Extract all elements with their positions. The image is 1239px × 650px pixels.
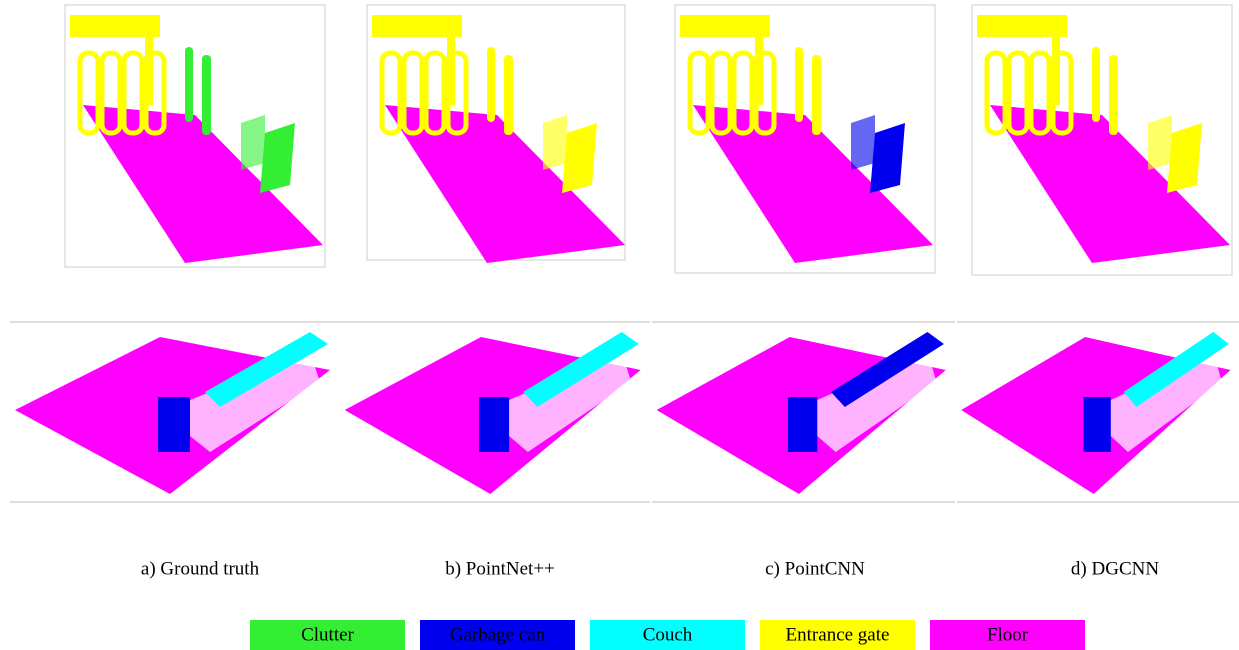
gate-arch bbox=[1028, 50, 1052, 136]
gate-arch bbox=[1006, 50, 1030, 136]
gate-arch bbox=[445, 50, 469, 136]
gate-post bbox=[145, 25, 153, 105]
white-stripes bbox=[789, 352, 937, 452]
panel-cloud bbox=[851, 115, 875, 170]
caption: d) DGCNN bbox=[1071, 558, 1159, 579]
legend-swatch bbox=[590, 620, 745, 650]
pole bbox=[1092, 47, 1100, 122]
caption: a) Ground truth bbox=[141, 558, 260, 579]
floor-cloud bbox=[385, 105, 625, 263]
gate-bar bbox=[977, 15, 1067, 37]
gate-arch bbox=[753, 50, 777, 136]
white-stripes bbox=[160, 352, 320, 452]
bottom-view bbox=[340, 321, 650, 503]
couch-cloud bbox=[205, 332, 328, 407]
top-view bbox=[674, 4, 936, 274]
gate-arch bbox=[1050, 50, 1074, 136]
caption: b) PointNet++ bbox=[445, 558, 555, 579]
gate-arch bbox=[687, 50, 711, 136]
gate-bar bbox=[70, 15, 160, 37]
pole bbox=[504, 55, 513, 135]
panel-cloud bbox=[870, 123, 905, 193]
panel-cloud bbox=[1167, 123, 1202, 193]
garbage-can bbox=[158, 397, 190, 452]
panel-cloud bbox=[241, 115, 265, 170]
pole bbox=[185, 47, 193, 122]
top-view bbox=[971, 4, 1233, 276]
gate-arch bbox=[984, 50, 1008, 136]
white-stripes bbox=[1085, 352, 1222, 452]
panel-cloud bbox=[543, 115, 567, 170]
pole bbox=[202, 55, 211, 135]
top-view bbox=[64, 4, 326, 268]
panel-cloud bbox=[260, 123, 295, 193]
gate-arch bbox=[401, 50, 425, 136]
legend-swatch bbox=[420, 620, 575, 650]
floor-cloud bbox=[990, 105, 1230, 263]
gate-post bbox=[755, 25, 763, 105]
bottom-view bbox=[957, 321, 1239, 503]
gate-arch bbox=[423, 50, 447, 136]
legend-swatch bbox=[250, 620, 405, 650]
legend-label: Clutter bbox=[301, 624, 354, 645]
pole bbox=[487, 47, 495, 122]
gate-post bbox=[447, 25, 455, 105]
bottom-view bbox=[652, 321, 955, 503]
garbage-can bbox=[1083, 397, 1111, 452]
gate-arch bbox=[731, 50, 755, 136]
gate-arch bbox=[709, 50, 733, 136]
pole bbox=[1109, 55, 1118, 135]
legend-swatch bbox=[930, 620, 1085, 650]
panel-cloud bbox=[1148, 115, 1172, 170]
floor-cloud bbox=[693, 105, 933, 263]
garbage-can bbox=[479, 397, 510, 452]
couch-cloud bbox=[831, 332, 944, 407]
garbage-can bbox=[787, 397, 818, 452]
pole bbox=[795, 47, 803, 122]
legend-swatch bbox=[760, 620, 915, 650]
legend-label: Couch bbox=[643, 624, 693, 645]
gate-bar bbox=[372, 15, 462, 37]
caption: c) PointCNN bbox=[765, 558, 865, 579]
legend-label: Garbage can bbox=[450, 624, 546, 645]
white-stripes bbox=[480, 352, 632, 452]
legend-label: Entrance gate bbox=[786, 624, 890, 645]
gate-post bbox=[1052, 25, 1060, 105]
couch-cloud bbox=[1123, 332, 1229, 407]
gate-arch bbox=[379, 50, 403, 136]
gate-arch bbox=[77, 50, 101, 136]
gate-bar bbox=[680, 15, 770, 37]
gate-arch bbox=[143, 50, 167, 136]
floor-cloud bbox=[83, 105, 323, 263]
bottom-view bbox=[10, 321, 340, 503]
top-view bbox=[366, 4, 626, 263]
legend-label: Floor bbox=[987, 624, 1029, 645]
pole bbox=[812, 55, 821, 135]
couch-cloud bbox=[523, 332, 639, 407]
gate-arch bbox=[99, 50, 123, 136]
gate-arch bbox=[121, 50, 145, 136]
panel-cloud bbox=[562, 123, 597, 193]
